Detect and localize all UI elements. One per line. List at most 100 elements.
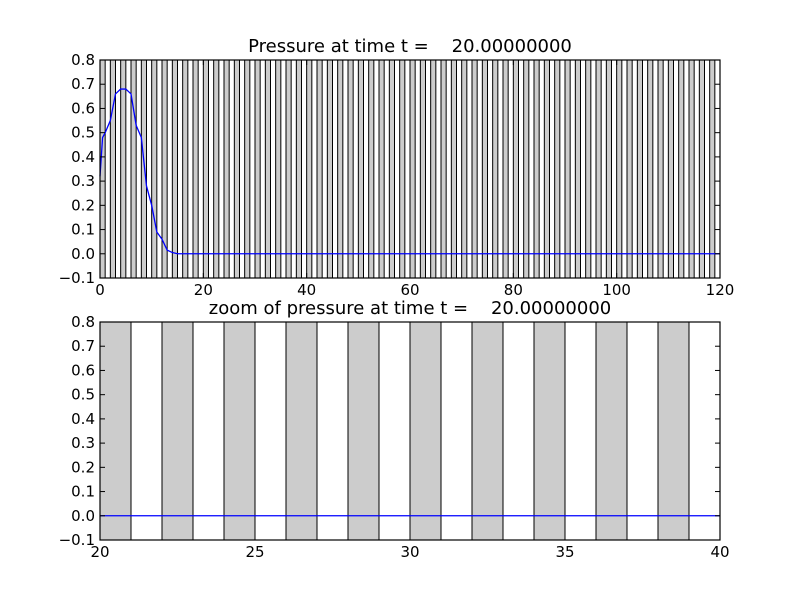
band-bar <box>461 59 468 279</box>
y-tick-label: 0.3 <box>71 434 95 452</box>
y-tick-label: 0.3 <box>71 172 95 190</box>
band-bar <box>502 59 509 279</box>
band-bar <box>554 59 561 279</box>
band-bar <box>533 59 540 279</box>
y-tick-label: 0.8 <box>71 51 95 69</box>
band-bar <box>647 59 654 279</box>
x-tick-label: 20 <box>194 281 213 299</box>
band-bar <box>667 59 674 279</box>
band-bar <box>223 321 256 541</box>
band-bar <box>564 59 571 279</box>
band-bar <box>616 59 623 279</box>
y-tick-label: 0.7 <box>71 75 95 93</box>
band-bar <box>120 59 127 279</box>
band-bar <box>182 59 189 279</box>
zoom-pressure-plot: 20 25 30 35 40 −0.1 0.0 0.1 0.2 0.3 0.4 0.5 0.6 0.7 0.… <box>59 298 730 561</box>
band-bar <box>213 59 220 279</box>
band-bar <box>399 59 406 279</box>
y-tick-label: 0.7 <box>71 337 95 355</box>
band-bar <box>595 59 602 279</box>
y-tick-label: 0.2 <box>71 458 95 476</box>
band-bar <box>378 59 385 279</box>
y-tick-label: −0.1 <box>59 531 95 549</box>
band-bar <box>388 59 396 279</box>
band-bar <box>202 59 209 279</box>
band-bar <box>99 321 132 541</box>
y-tick-label: 0.2 <box>71 196 95 214</box>
band-bar <box>574 59 581 279</box>
band-bar <box>223 59 230 279</box>
y-tick-label: 0.1 <box>71 221 95 239</box>
band-bar <box>326 59 334 279</box>
x-tick-label: 80 <box>504 281 523 299</box>
band-bar <box>275 59 282 279</box>
x-tick-label: 25 <box>245 543 264 561</box>
pressure-plot: 0 20 40 60 80 100 120 −0.1 0.0 0.1 0.2 0.3 0.4 0.5 0.6… <box>59 36 735 299</box>
band-bar <box>678 59 685 279</box>
band-bar <box>306 59 313 279</box>
band-bar <box>368 59 375 279</box>
band-bar <box>533 321 566 541</box>
band-bar <box>357 59 365 279</box>
y-tick-label: −0.1 <box>59 269 95 287</box>
band-bar <box>347 59 354 279</box>
band-bar <box>512 59 519 279</box>
band-bar <box>657 321 690 541</box>
x-tick-label: 40 <box>710 543 729 561</box>
band-bar <box>430 59 437 279</box>
band-bar <box>481 59 489 279</box>
y-tick-label: 0.5 <box>71 386 95 404</box>
y-tick-label: 0.1 <box>71 483 95 501</box>
band-bar <box>595 321 628 541</box>
band-bar <box>244 59 251 279</box>
x-tick-label: 35 <box>555 543 574 561</box>
band-bar <box>254 59 261 279</box>
band-bar <box>688 59 695 279</box>
x-tick-label: 60 <box>400 281 419 299</box>
band-bar <box>523 59 530 279</box>
band-bar <box>585 59 592 279</box>
chart-title: zoom of pressure at time t = 20.00000000 <box>209 298 611 319</box>
band-bar <box>347 321 380 541</box>
y-tick-label: 0.0 <box>71 507 95 525</box>
band-bar <box>295 59 303 279</box>
band-bar <box>192 59 199 279</box>
x-tick-label: 40 <box>297 281 316 299</box>
band-bar <box>626 59 633 279</box>
band-bar <box>233 59 240 279</box>
y-tick-label: 0.8 <box>71 313 95 331</box>
x-tick-label: 30 <box>400 543 419 561</box>
y-tick-label: 0.6 <box>71 99 95 117</box>
band-bar <box>409 321 442 541</box>
x-tick-label: 100 <box>602 281 631 299</box>
x-tick-label: 20 <box>90 543 109 561</box>
y-tick-label: 0.4 <box>71 148 95 166</box>
band-bar <box>151 59 158 279</box>
x-tick-label: 0 <box>95 281 105 299</box>
band-bar <box>140 59 147 279</box>
x-tick-label: 120 <box>706 281 735 299</box>
y-tick-label: 0.6 <box>71 361 95 379</box>
band-bar <box>471 321 504 541</box>
band-bar <box>450 59 458 279</box>
band-bar <box>471 59 478 279</box>
chart-title: Pressure at time t = 20.00000000 <box>248 36 572 57</box>
y-tick-label: 0.5 <box>71 124 95 142</box>
band-bar <box>409 59 416 279</box>
band-bar <box>543 59 550 279</box>
pressure-line <box>99 88 720 255</box>
band-bar <box>492 59 499 279</box>
band-bar <box>161 321 194 541</box>
band-bar <box>109 59 117 279</box>
band-bar <box>171 59 178 279</box>
y-tick-label: 0.4 <box>71 410 95 428</box>
band-bar <box>709 59 716 279</box>
band-bar <box>337 59 344 279</box>
y-tick-label: 0.0 <box>71 245 95 263</box>
band-bar <box>605 59 612 279</box>
band-bar <box>419 59 427 279</box>
band-bar <box>264 59 272 279</box>
band-bar <box>130 59 137 279</box>
band-bar <box>636 59 643 279</box>
